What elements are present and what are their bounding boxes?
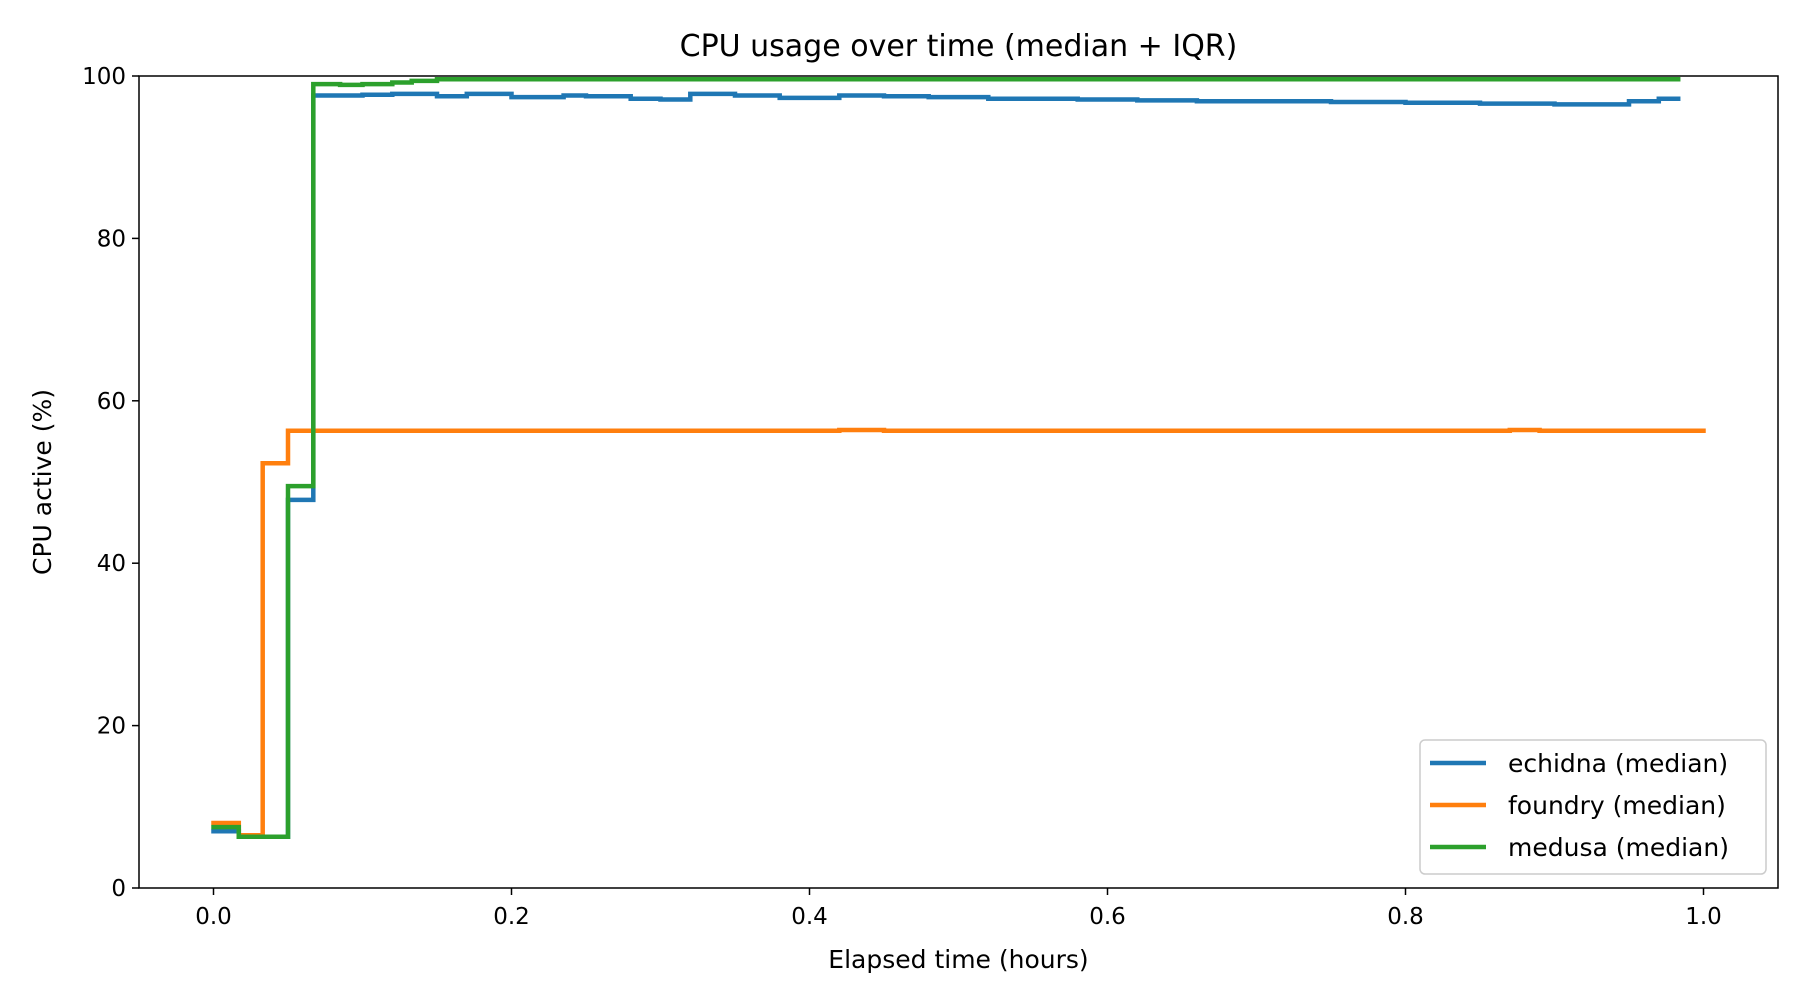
- plot-frame: [138, 75, 1779, 889]
- x-tick-label: 0.0: [195, 904, 232, 930]
- series-line-echidna: [211, 91, 1681, 840]
- x-tick-label: 0.6: [1089, 904, 1126, 930]
- x-tick-label: 0.8: [1387, 904, 1424, 930]
- legend-box: [1419, 739, 1767, 875]
- legend-label: medusa (median): [1508, 833, 1729, 862]
- x-tick-label: 1.0: [1685, 904, 1722, 930]
- x-tick-label: 0.2: [493, 904, 530, 930]
- y-tick-label: 0: [111, 876, 126, 902]
- y-tick-label: 60: [97, 389, 126, 415]
- chart-title: CPU usage over time (median + IQR): [680, 29, 1238, 64]
- legend-label: echidna (median): [1508, 749, 1728, 778]
- x-tick-label: 0.4: [791, 904, 828, 930]
- legend-items: echidna (median) foundry (median) medusa (…: [1430, 749, 1729, 862]
- y-tick-label: 40: [97, 551, 126, 577]
- y-tick-label: 100: [82, 64, 126, 90]
- legend-label: foundry (median): [1508, 791, 1726, 820]
- legend: echidna (median) foundry (median) medusa (…: [1419, 739, 1767, 875]
- y-axis-label: CPU active (%): [28, 389, 57, 575]
- series-line-medusa: [211, 76, 1681, 840]
- y-tick-label: 20: [97, 714, 126, 740]
- y-tick-label: 80: [97, 226, 126, 252]
- ticks-layer: 0.0 0.2 0.4 0.6 0.8 1.0 0 20 40 60 80 100: [82, 64, 1722, 930]
- series-layer: [211, 76, 1706, 840]
- x-axis-label: Elapsed time (hours): [828, 945, 1088, 974]
